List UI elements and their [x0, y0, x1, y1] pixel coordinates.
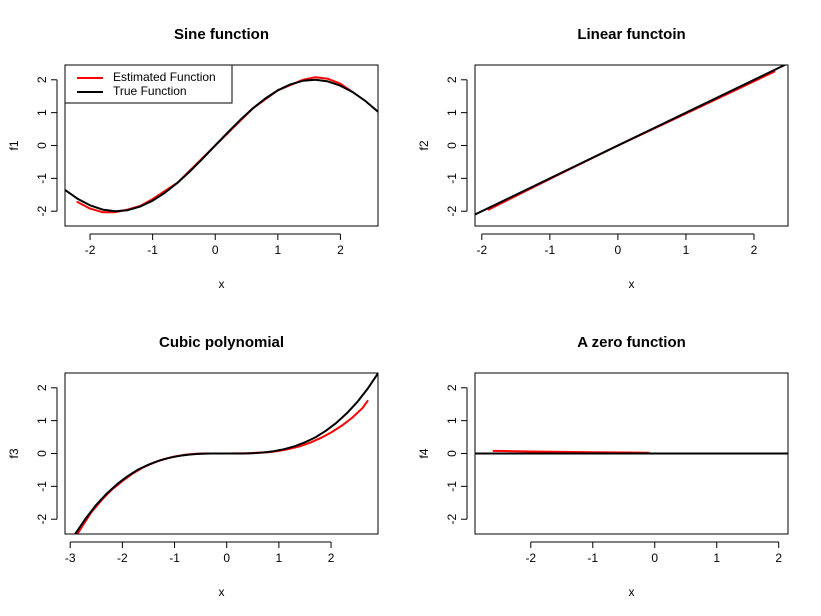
x-tick-label: -2	[525, 551, 536, 565]
y-tick-label: 1	[35, 417, 49, 424]
chart-title: Cubic polynomial	[159, 334, 284, 351]
true-function-line	[74, 373, 378, 534]
series-group	[475, 449, 788, 455]
x-axis: -2 -1 0 1 2	[476, 233, 758, 257]
x-tick-label: 2	[328, 551, 335, 565]
y-axis: -2 -1 0 1 2	[445, 384, 468, 525]
y-axis: -2 -1 0 1 2	[445, 76, 468, 217]
y-tick-label: 2	[445, 384, 459, 391]
y-tick-label: 0	[445, 450, 459, 457]
y-tick-label: -2	[35, 206, 49, 217]
x-tick-label: 0	[615, 243, 622, 257]
y-tick-label: -1	[445, 173, 459, 184]
x-tick-label: 1	[713, 551, 720, 565]
y-axis-label: f2	[417, 140, 431, 150]
y-tick-label: -2	[445, 514, 459, 525]
y-tick-label: 0	[445, 142, 459, 149]
x-tick-label: 0	[651, 551, 658, 565]
x-tick-label: 0	[223, 551, 230, 565]
estimated-function-line	[487, 70, 776, 211]
y-tick-label: -2	[35, 514, 49, 525]
x-axis-label: x	[219, 585, 225, 599]
series-group	[74, 373, 378, 534]
x-axis-label: x	[219, 277, 225, 291]
x-axis: -2 -1 0 1 2	[525, 541, 782, 565]
x-tick-label: -2	[476, 243, 487, 257]
true-function-line	[65, 78, 378, 213]
y-tick-label: -1	[35, 173, 49, 184]
x-tick-label: -3	[65, 551, 76, 565]
y-tick-label: -2	[445, 206, 459, 217]
x-tick-label: 1	[274, 243, 281, 257]
chart-title: A zero function	[577, 334, 686, 351]
y-tick-label: 1	[445, 417, 459, 424]
plot-frame	[474, 64, 789, 227]
legend-entry-label: True Function	[113, 84, 187, 98]
y-tick-label: 0	[35, 450, 49, 457]
x-axis: -3 -2 -1 0 1 2	[65, 541, 335, 565]
chart-panel-1: Sine function -2 -1 0 1 2 x -2 -1 0 1 2 f1 Estimated …	[7, 26, 379, 291]
x-axis: -2 -1 0 1 2	[85, 233, 344, 257]
chart-title: Linear functoin	[577, 26, 685, 43]
y-tick-label: 2	[445, 76, 459, 83]
x-tick-label: -2	[85, 243, 96, 257]
x-tick-label: -2	[117, 551, 128, 565]
chart-panel-3: Cubic polynomial -3 -2 -1 0 1 2 x -2 -1 0 1 2 f3	[7, 334, 379, 599]
x-tick-label: 1	[276, 551, 283, 565]
y-tick-label: 1	[35, 109, 49, 116]
x-tick-label: -1	[587, 551, 598, 565]
chart-panel-2: Linear functoin -2 -1 0 1 2 x -2 -1 0 1 2 f2	[417, 26, 789, 291]
plot-frame	[474, 372, 789, 535]
y-axis-label: f1	[7, 140, 21, 150]
y-axis-label: f3	[7, 448, 21, 458]
legend-entry-label: Estimated Function	[113, 70, 216, 84]
chart-panel-4: A zero function -2 -1 0 1 2 x -2 -1 0 1 2 f4	[417, 334, 789, 599]
y-tick-label: 2	[35, 384, 49, 391]
x-tick-label: -1	[169, 551, 180, 565]
series-group	[475, 65, 787, 216]
x-tick-label: -1	[147, 243, 158, 257]
y-tick-label: -1	[35, 481, 49, 492]
x-tick-label: 1	[683, 243, 690, 257]
x-tick-label: -1	[545, 243, 556, 257]
y-axis-label: f4	[417, 448, 431, 458]
y-axis: -2 -1 0 1 2	[35, 76, 58, 217]
y-axis: -2 -1 0 1 2	[35, 384, 58, 525]
y-tick-label: 0	[35, 142, 49, 149]
series-group	[65, 76, 378, 214]
legend-box	[64, 64, 233, 104]
x-tick-label: 2	[751, 243, 758, 257]
true-function-line	[475, 65, 787, 216]
y-tick-label: 2	[35, 76, 49, 83]
plot-frame	[64, 372, 379, 535]
chart-title: Sine function	[174, 26, 269, 43]
x-tick-label: 2	[775, 551, 782, 565]
x-axis-label: x	[629, 277, 635, 291]
x-tick-label: 0	[212, 243, 219, 257]
x-tick-label: 2	[337, 243, 344, 257]
x-axis-label: x	[629, 585, 635, 599]
y-tick-label: -1	[445, 481, 459, 492]
estimated-function-line	[77, 399, 369, 534]
y-tick-label: 1	[445, 109, 459, 116]
